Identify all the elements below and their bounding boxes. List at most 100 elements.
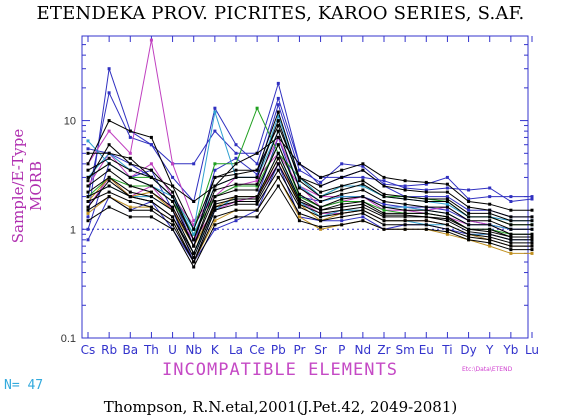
data-point bbox=[530, 195, 534, 199]
series-3 bbox=[86, 91, 534, 203]
data-point bbox=[467, 188, 471, 192]
data-point bbox=[234, 184, 238, 188]
data-point bbox=[467, 197, 471, 201]
data-point bbox=[192, 223, 196, 227]
data-point bbox=[340, 205, 344, 209]
data-point bbox=[530, 244, 534, 248]
data-point bbox=[509, 195, 513, 199]
data-point bbox=[192, 162, 196, 166]
data-point bbox=[382, 219, 386, 223]
data-point bbox=[403, 219, 407, 223]
data-point bbox=[382, 192, 386, 196]
data-point bbox=[488, 232, 492, 236]
data-point bbox=[171, 215, 175, 219]
data-point bbox=[255, 162, 259, 166]
data-point bbox=[86, 184, 90, 188]
data-point bbox=[276, 114, 280, 118]
data-point bbox=[192, 260, 196, 264]
data-point bbox=[361, 200, 365, 203]
data-point bbox=[171, 200, 175, 203]
data-point bbox=[255, 106, 259, 110]
data-point bbox=[234, 197, 238, 201]
data-point bbox=[86, 227, 90, 231]
data-point bbox=[128, 162, 132, 166]
data-point bbox=[319, 215, 323, 219]
data-point bbox=[467, 230, 471, 234]
data-point bbox=[340, 200, 344, 203]
data-point bbox=[361, 164, 365, 168]
data-point bbox=[382, 182, 386, 186]
data-point bbox=[107, 190, 111, 194]
data-point bbox=[403, 195, 407, 199]
data-point bbox=[86, 139, 90, 143]
data-point bbox=[467, 219, 471, 223]
data-point bbox=[445, 223, 449, 227]
data-point bbox=[297, 215, 301, 219]
data-point bbox=[382, 200, 386, 203]
data-point bbox=[234, 168, 238, 172]
data-point bbox=[340, 162, 344, 166]
data-point bbox=[403, 211, 407, 215]
data-point bbox=[340, 215, 344, 219]
data-point bbox=[192, 200, 196, 203]
data-point bbox=[319, 211, 323, 215]
data-point bbox=[509, 238, 513, 242]
data-point bbox=[255, 172, 259, 176]
data-point bbox=[445, 202, 449, 206]
x-tick-label: Nd bbox=[355, 343, 372, 357]
data-point bbox=[424, 182, 428, 186]
data-point bbox=[86, 162, 90, 166]
data-point bbox=[488, 186, 492, 190]
data-point bbox=[424, 227, 428, 231]
data-point bbox=[107, 119, 111, 123]
data-point bbox=[467, 232, 471, 236]
data-point bbox=[171, 184, 175, 188]
data-point bbox=[488, 208, 492, 212]
x-tick-label: Zr bbox=[377, 343, 390, 357]
sample-count: N= 47 bbox=[4, 378, 44, 393]
series-19 bbox=[86, 129, 534, 248]
data-point bbox=[488, 211, 492, 215]
data-point bbox=[149, 175, 153, 179]
data-point bbox=[276, 110, 280, 114]
data-point bbox=[403, 227, 407, 231]
series-line bbox=[88, 124, 532, 231]
data-point bbox=[297, 195, 301, 199]
y-tick-label: 1 bbox=[70, 224, 76, 236]
data-point bbox=[276, 81, 280, 85]
citation: Thompson, R.N.etal,2001(J.Pet.42, 2049-2… bbox=[103, 398, 458, 416]
data-point bbox=[128, 208, 132, 212]
data-point bbox=[86, 238, 90, 242]
data-point bbox=[192, 219, 196, 223]
data-point bbox=[171, 227, 175, 231]
data-point bbox=[340, 208, 344, 212]
data-point bbox=[234, 162, 238, 166]
data-point bbox=[213, 208, 217, 212]
data-point bbox=[297, 179, 301, 183]
data-point bbox=[340, 175, 344, 179]
x-tick-label: Ti bbox=[441, 343, 452, 357]
data-point bbox=[149, 38, 153, 42]
data-point bbox=[86, 168, 90, 172]
data-point bbox=[107, 195, 111, 199]
data-point bbox=[255, 188, 259, 192]
data-point bbox=[340, 195, 344, 199]
x-tick-label: U bbox=[168, 343, 177, 357]
data-point bbox=[319, 190, 323, 194]
series-line bbox=[87, 157, 532, 255]
data-point bbox=[297, 162, 301, 166]
data-point bbox=[424, 205, 428, 209]
data-point bbox=[488, 244, 492, 248]
data-point bbox=[530, 235, 534, 239]
data-point bbox=[530, 248, 534, 252]
data-point bbox=[107, 67, 111, 71]
data-point bbox=[488, 230, 492, 234]
data-point bbox=[107, 184, 111, 188]
data-point bbox=[403, 223, 407, 227]
data-point bbox=[319, 200, 323, 203]
data-point bbox=[509, 215, 513, 219]
data-point bbox=[234, 156, 238, 160]
data-point bbox=[276, 119, 280, 123]
data-point bbox=[149, 205, 153, 209]
data-point bbox=[488, 215, 492, 219]
